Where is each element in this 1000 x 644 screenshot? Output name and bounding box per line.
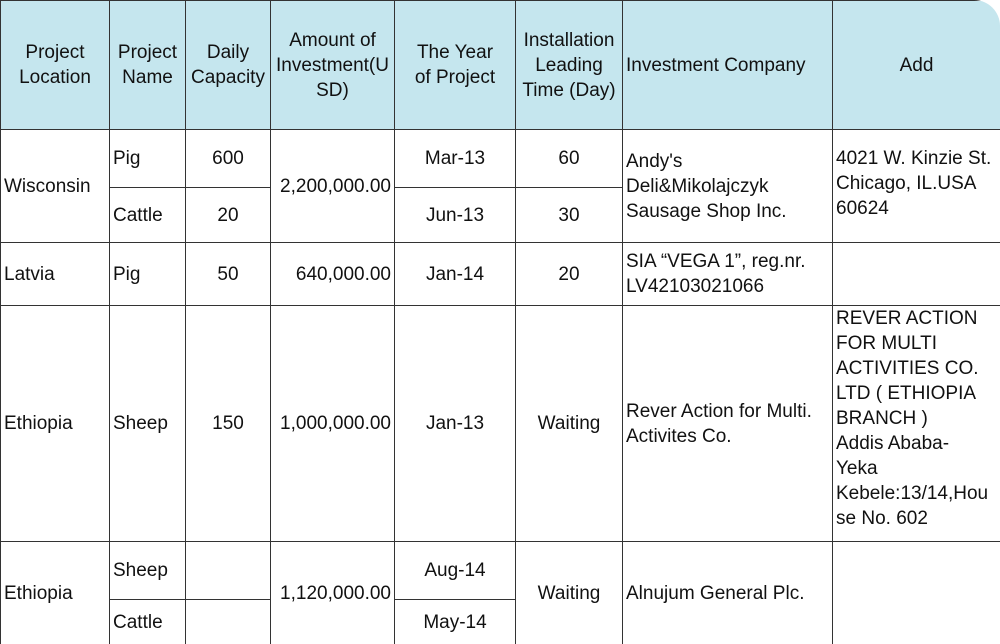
table-row: Cattle May-14 bbox=[1, 599, 1000, 644]
cell-location: Ethiopia bbox=[0, 541, 110, 644]
header-daily-capacity: Daily Capacity bbox=[185, 0, 271, 130]
cell-amount: 1,120,000.00 bbox=[270, 541, 395, 644]
cell-company: Rever Action for Multi. Activites Co. bbox=[622, 305, 833, 542]
table-row: Ethiopia Sheep 1,120,000.00 Aug-14 Waiti… bbox=[0, 541, 1000, 644]
cell-leading-time: 60 bbox=[515, 129, 623, 188]
cell-project-name: Sheep bbox=[109, 541, 186, 600]
cell-year: Mar-13 bbox=[394, 129, 516, 188]
cell-leading-time: 30 bbox=[515, 187, 623, 243]
cell-daily-capacity bbox=[185, 541, 271, 600]
cell-amount: 2,200,000.00 bbox=[270, 129, 395, 243]
cell-daily-capacity: 600 bbox=[185, 129, 271, 188]
cell-address bbox=[832, 541, 1000, 644]
cell-company: SIA “VEGA 1”, reg.nr. LV42103021066 bbox=[622, 242, 833, 306]
header-project-location: Project Location bbox=[0, 0, 110, 130]
cell-company: Andy's Deli&Mikolajczyk Sausage Shop Inc… bbox=[622, 129, 833, 243]
cell-location: Ethiopia bbox=[0, 305, 110, 542]
cell-leading-time: Waiting bbox=[515, 541, 623, 644]
cell-amount: 1,000,000.00 bbox=[270, 305, 395, 542]
cell-location: Latvia bbox=[0, 242, 110, 306]
cell-year: Jun-13 bbox=[394, 187, 516, 243]
cell-daily-capacity bbox=[185, 599, 271, 644]
cell-location: Wisconsin bbox=[0, 129, 110, 243]
cell-leading-time: 20 bbox=[515, 242, 623, 306]
cell-year: Jan-14 bbox=[394, 242, 516, 306]
cell-project-name: Pig bbox=[109, 242, 186, 306]
cell-project-name: Pig bbox=[109, 129, 186, 188]
cell-year: May-14 bbox=[394, 599, 516, 644]
header-add: Add bbox=[832, 0, 1000, 130]
cell-amount: 640,000.00 bbox=[270, 242, 395, 306]
table-row: Latvia Pig 50 640,000.00 Jan-14 20 SIA “… bbox=[0, 242, 1000, 306]
cell-address: 4021 W. Kinzie St. Chicago, IL.USA 60624 bbox=[832, 129, 1000, 243]
header-amount-of-investment: Amount of Investment(U SD) bbox=[270, 0, 395, 130]
cell-year: Jan-13 bbox=[394, 305, 516, 542]
table-row: Ethiopia Sheep 150 1,000,000.00 Jan-13 W… bbox=[0, 305, 1000, 542]
header-investment-company: Investment Company bbox=[622, 0, 833, 130]
header-year-of-project: The Year of Project bbox=[394, 0, 516, 130]
header-installation-leading-time: Installation Leading Time (Day) bbox=[515, 0, 623, 130]
cell-project-name: Sheep bbox=[109, 305, 186, 542]
table-row: Wisconsin Pig 600 2,200,000.00 Mar-13 60… bbox=[0, 129, 1000, 243]
cell-address: REVER ACTION FOR MULTI ACTIVITIES CO. LT… bbox=[832, 305, 1000, 542]
cell-leading-time: Waiting bbox=[515, 305, 623, 542]
cell-daily-capacity: 20 bbox=[185, 187, 271, 243]
cell-year: Aug-14 bbox=[394, 541, 516, 600]
cell-company: Alnujum General Plc. bbox=[622, 541, 833, 644]
cell-project-name: Cattle bbox=[109, 187, 186, 243]
header-project-name: Project Name bbox=[109, 0, 186, 130]
cell-project-name: Cattle bbox=[109, 599, 186, 644]
table-row: Cattle 20 Jun-13 30 bbox=[1, 187, 1000, 243]
cell-daily-capacity: 150 bbox=[185, 305, 271, 542]
cell-daily-capacity: 50 bbox=[185, 242, 271, 306]
cell-address bbox=[832, 242, 1000, 306]
header-row: Project Location Project Name Daily Capa… bbox=[0, 0, 1000, 130]
